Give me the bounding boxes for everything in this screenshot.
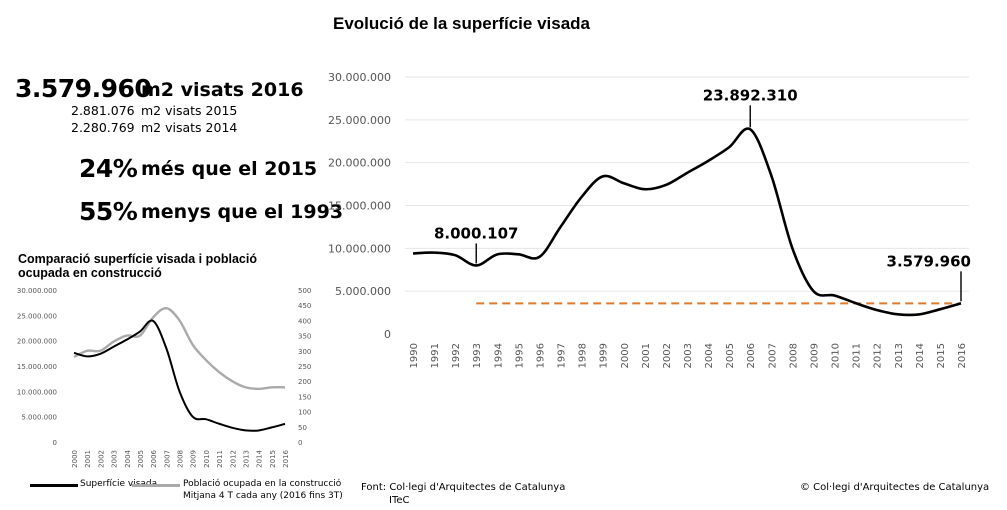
annotation-label: 8.000.107 — [434, 224, 518, 242]
small-x-tick-label: 2002 — [97, 450, 105, 468]
main-x-tick-label: 2014 — [915, 343, 926, 368]
main-x-tick-label: 2013 — [894, 343, 905, 368]
main-x-tick-label: 1992 — [451, 343, 462, 368]
annotation-label: 3.579.960 — [887, 252, 971, 270]
main-y-tick-label: 25.000.000 — [328, 114, 391, 127]
small-y-left-tick-label: 5.000.000 — [21, 414, 57, 422]
main-x-tick-label: 2011 — [852, 343, 863, 368]
small-chart-title: Comparació superfície visada i població … — [18, 252, 257, 280]
main-x-tick-label: 2000 — [620, 343, 631, 368]
main-x-tick-label: 2015 — [936, 343, 947, 368]
small-y-left-tick-label: 30.000.000 — [17, 287, 57, 295]
small-y-right-tick-label: 450 — [298, 302, 311, 310]
small-x-tick-label: 2003 — [111, 450, 119, 468]
copyright-text: © Col·legi d'Arquitectes de Catalunya — [800, 482, 990, 493]
small-x-tick-label: 2013 — [242, 450, 250, 468]
main-chart-title: Evolució de la superfície visada — [333, 14, 590, 33]
main-x-tick-label: 2002 — [662, 343, 673, 368]
main-x-tick-label: 1993 — [472, 343, 483, 368]
stat-2015-label: m2 visats 2015 — [141, 103, 238, 118]
main-x-tick-label: 1991 — [430, 343, 441, 368]
small-x-tick-label: 2010 — [203, 450, 211, 468]
main-x-tick-label: 1995 — [514, 343, 525, 368]
small-x-tick-label: 2015 — [269, 450, 277, 468]
small-x-tick-label: 2005 — [137, 450, 145, 468]
main-x-tick-label: 1996 — [535, 343, 546, 368]
small-x-tick-label: 2012 — [229, 450, 237, 468]
main-y-tick-label: 15.000.000 — [328, 200, 391, 213]
small-y-left-tick-label: 15.000.000 — [17, 363, 57, 371]
small-x-tick-label: 2000 — [71, 450, 79, 468]
legend-population-swatch — [132, 484, 180, 487]
small-x-tick-label: 2011 — [216, 450, 224, 468]
small-x-tick-label: 2001 — [84, 450, 92, 468]
main-y-tick-label: 5.000.000 — [335, 285, 391, 298]
legend-line-swatch — [30, 484, 78, 487]
small-x-tick-label: 2007 — [163, 450, 171, 468]
small-x-tick-label: 2014 — [256, 449, 264, 467]
main-x-tick-label: 1994 — [493, 343, 504, 368]
legend-population-label: Població ocupada en la construcció — [183, 479, 342, 489]
small-y-right-tick-label: 0 — [298, 439, 302, 447]
stat-pct-more: 24% — [79, 154, 138, 183]
small-y-left-tick-label: 0 — [53, 439, 57, 447]
main-x-tick-label: 1990 — [409, 343, 420, 368]
small-x-tick-label: 2016 — [282, 449, 290, 467]
main-y-tick-label: 30.000.000 — [328, 71, 391, 84]
small-surface-line — [73, 319, 286, 432]
small-x-tick-label: 2009 — [190, 450, 198, 468]
legend-line-label: Superfície visada — [80, 479, 158, 489]
small-y-right-tick-label: 150 — [298, 393, 311, 401]
small-population-line — [73, 307, 286, 391]
main-y-tick-label: 20.000.000 — [328, 157, 391, 170]
small-y-right-tick-label: 200 — [298, 378, 311, 386]
stat-pct-less: 55% — [79, 197, 138, 226]
stat-2015-value: 2.881.076 — [71, 103, 135, 118]
stat-pct-more-label: més que el 2015 — [141, 158, 318, 180]
small-y-left-tick-label: 20.000.000 — [17, 338, 57, 346]
main-x-tick-label: 2006 — [746, 343, 757, 368]
small-x-tick-label: 2006 — [150, 449, 158, 467]
main-x-tick-label: 1999 — [599, 343, 610, 368]
main-x-tick-label: 2008 — [788, 343, 799, 368]
main-x-tick-label: 2007 — [767, 343, 778, 368]
source-text-2: ITeC — [389, 495, 410, 506]
small-y-right-tick-label: 400 — [298, 317, 311, 325]
main-x-tick-label: 2004 — [704, 343, 715, 368]
legend-population-sublabel: Mitjana 4 T cada any (2016 fins 3T) — [183, 491, 343, 501]
small-y-right-tick-label: 350 — [298, 333, 311, 341]
main-x-tick-label: 2016 — [957, 343, 968, 368]
stat-2016-value: 3.579.960 — [15, 74, 152, 103]
small-y-right-tick-label: 500 — [298, 287, 311, 295]
stat-2016-label: m2 visats 2016 — [141, 79, 304, 101]
annotation-label: 23.892.310 — [703, 86, 798, 104]
small-x-tick-label: 2004 — [124, 449, 132, 467]
small-y-right-tick-label: 250 — [298, 363, 311, 371]
source-text: Font: Col·legi d'Arquitectes de Cataluny… — [361, 482, 566, 493]
main-x-tick-label: 2003 — [683, 343, 694, 368]
main-x-tick-label: 2012 — [873, 343, 884, 368]
main-x-tick-label: 2005 — [725, 343, 736, 368]
main-series-line — [412, 127, 962, 317]
main-y-tick-label: 0 — [384, 328, 391, 341]
stat-2014-label: m2 visats 2014 — [141, 120, 238, 135]
small-y-right-tick-label: 300 — [298, 348, 311, 356]
small-x-tick-label: 2008 — [177, 450, 185, 468]
small-y-left-tick-label: 10.000.000 — [17, 388, 57, 396]
main-x-tick-label: 1998 — [578, 343, 589, 368]
main-y-tick-label: 10.000.000 — [328, 242, 391, 255]
main-x-tick-label: 1997 — [557, 343, 568, 368]
main-x-tick-label: 2001 — [641, 343, 652, 368]
stat-2014-value: 2.280.769 — [71, 120, 135, 135]
small-y-left-tick-label: 25.000.000 — [17, 312, 57, 320]
small-y-right-tick-label: 100 — [298, 409, 311, 417]
stat-pct-less-label: menys que el 1993 — [141, 201, 344, 223]
small-y-right-tick-label: 50 — [298, 424, 307, 432]
main-x-tick-label: 2010 — [831, 343, 842, 368]
main-x-tick-label: 2009 — [809, 343, 820, 368]
